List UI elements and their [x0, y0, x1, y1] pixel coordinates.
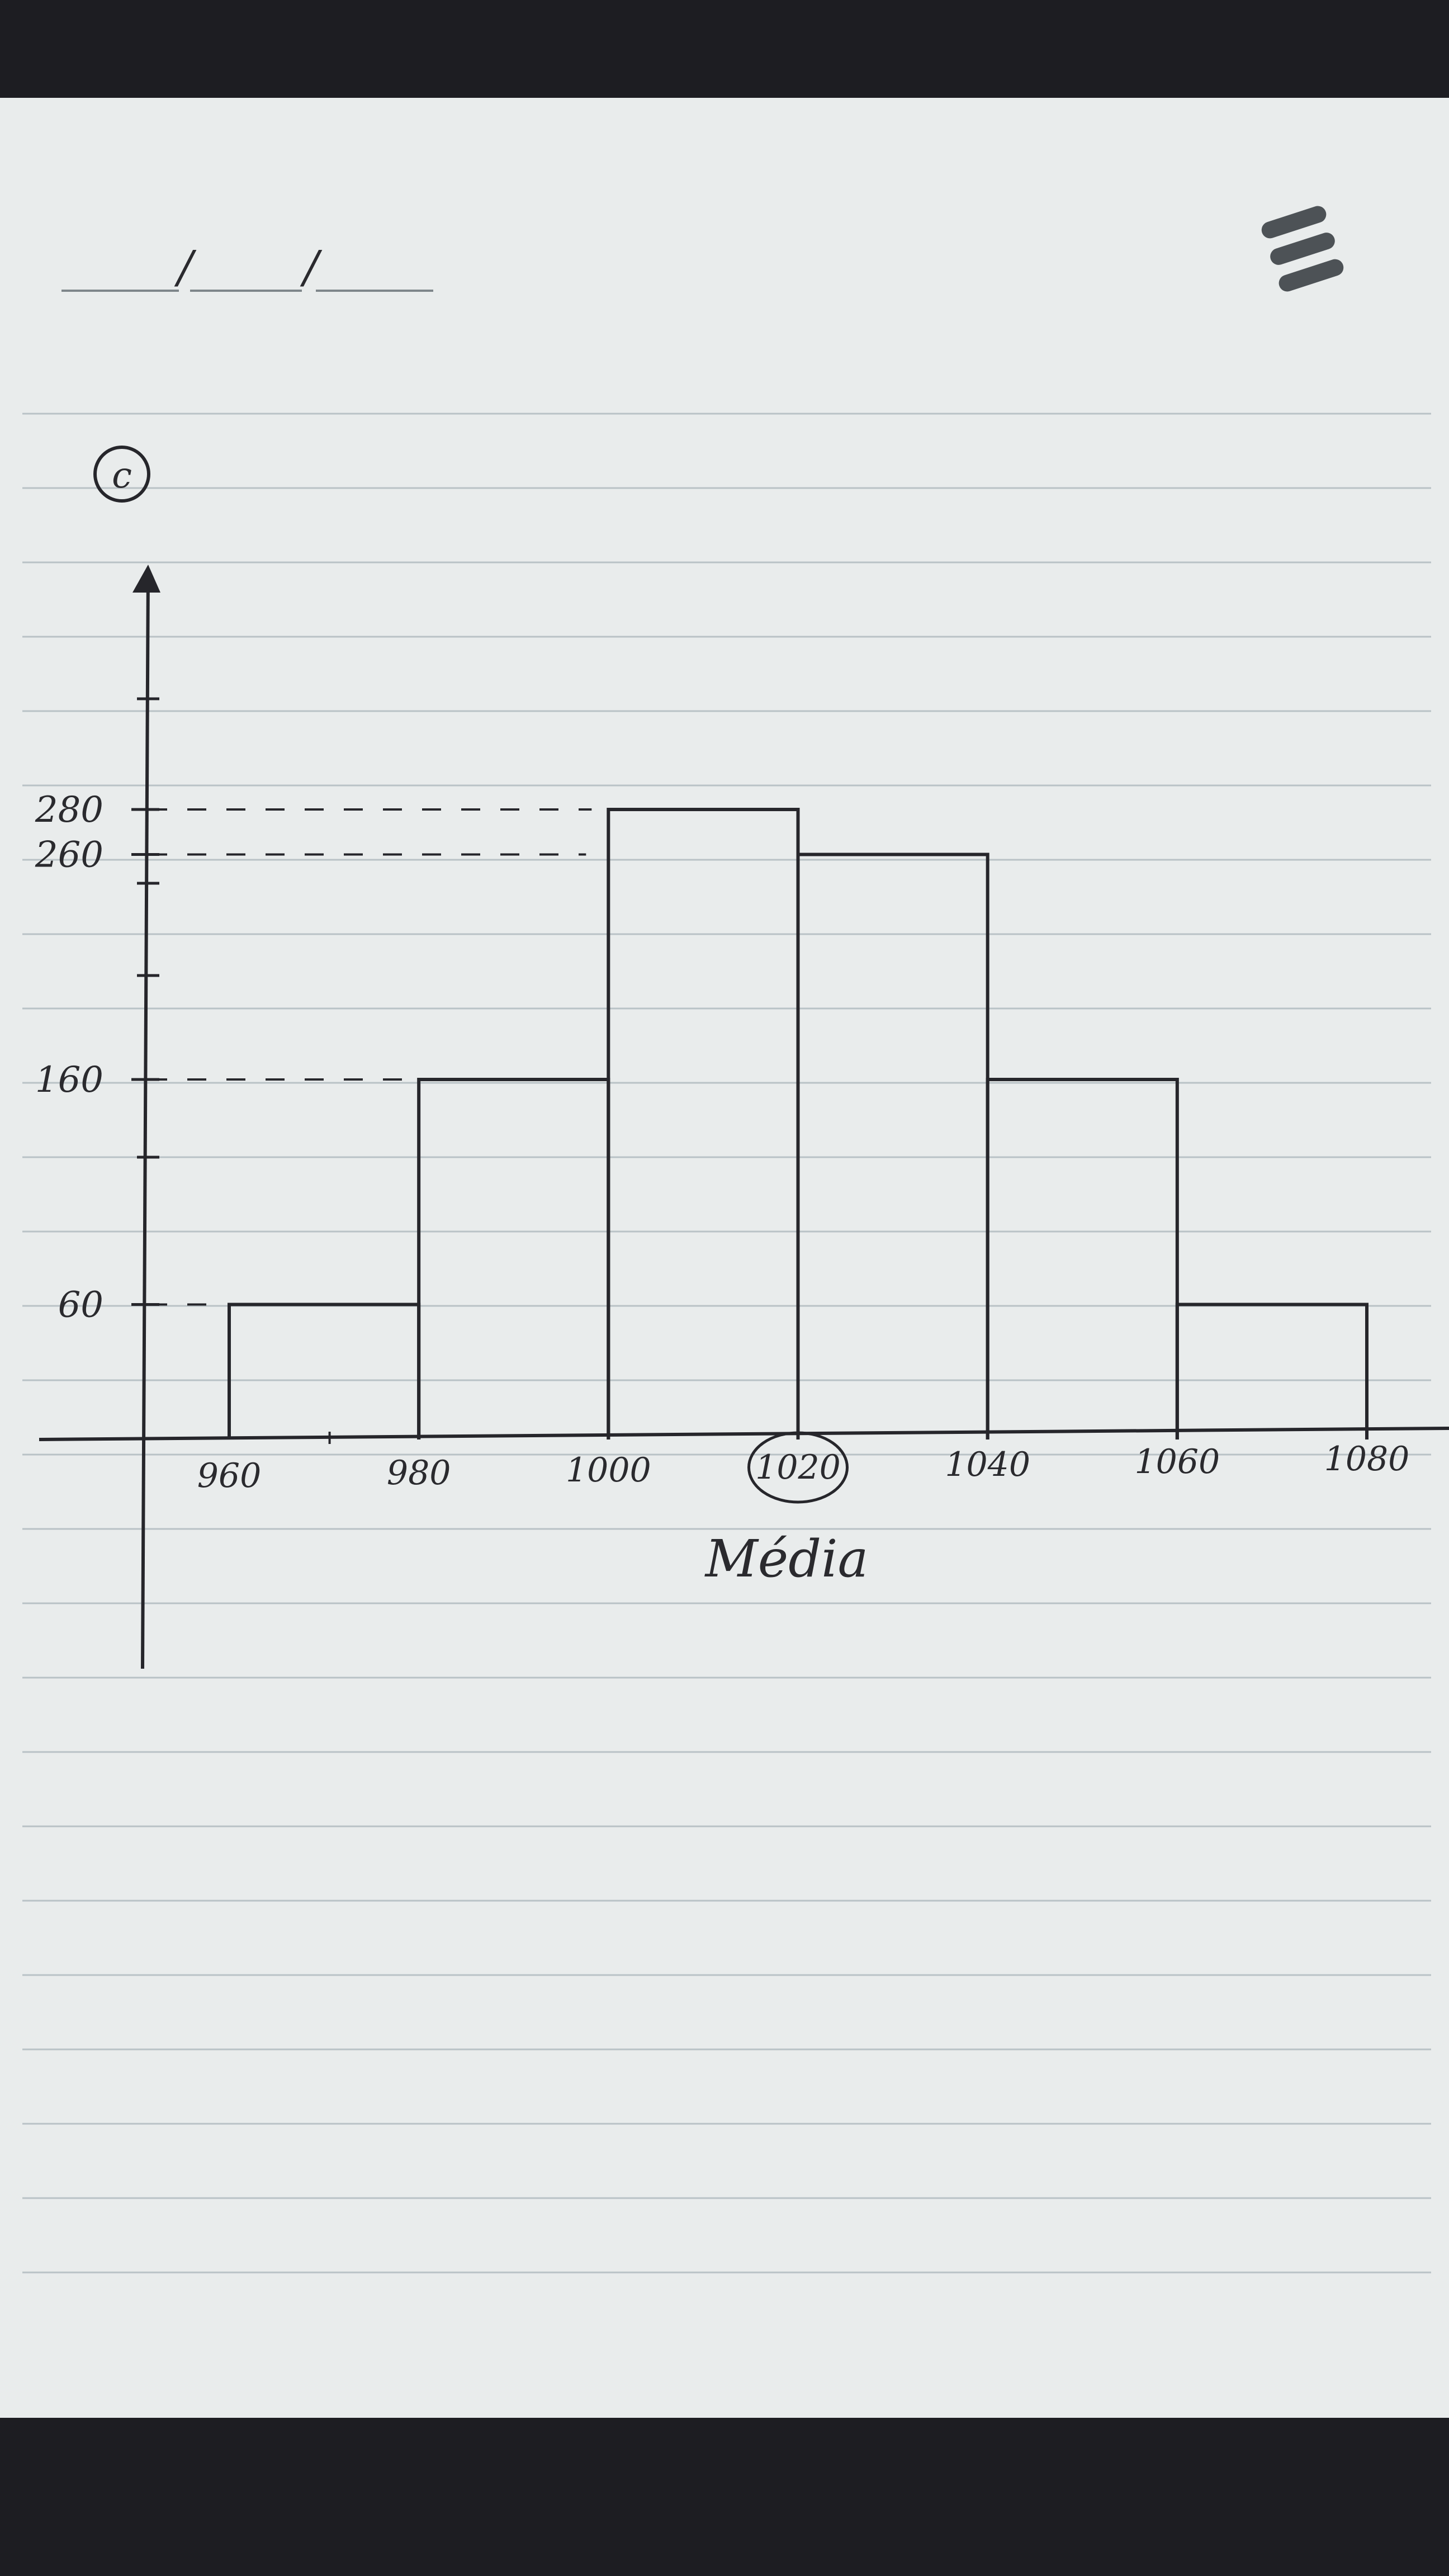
- x-axis: [39, 1427, 1449, 1441]
- ruled-lines: [22, 413, 1431, 2274]
- x-tick-label-1040: 1040: [945, 1445, 1030, 1484]
- x-tick-label-960: 960: [197, 1456, 262, 1495]
- x-tick-label-980: 980: [387, 1453, 451, 1493]
- question-letter: c: [112, 455, 132, 496]
- y-tick-label-280: 280: [35, 789, 103, 831]
- y-axis-arrow: [132, 565, 160, 593]
- y-axis: [141, 570, 150, 1669]
- y-tick-label-160: 160: [35, 1059, 103, 1101]
- y-tick-label-60: 60: [58, 1285, 103, 1326]
- x-tick-label-1060: 1060: [1134, 1442, 1220, 1481]
- x-tick-label-1080: 1080: [1324, 1439, 1410, 1479]
- x-tick-label-1000: 1000: [566, 1451, 651, 1490]
- y-tick-label-260: 260: [35, 835, 103, 876]
- histogram-bar-6: [1175, 1303, 1368, 1439]
- stacked-bars-logo-icon: [1261, 206, 1344, 292]
- question-label: c: [93, 446, 150, 503]
- histogram-bar-5: [986, 1078, 1179, 1439]
- circled-tick-marker: [747, 1431, 849, 1504]
- paper-sheet: [0, 98, 1449, 2418]
- x-tick-label-1020: 1020: [755, 1448, 841, 1487]
- x-axis-title: Média: [704, 1529, 869, 1589]
